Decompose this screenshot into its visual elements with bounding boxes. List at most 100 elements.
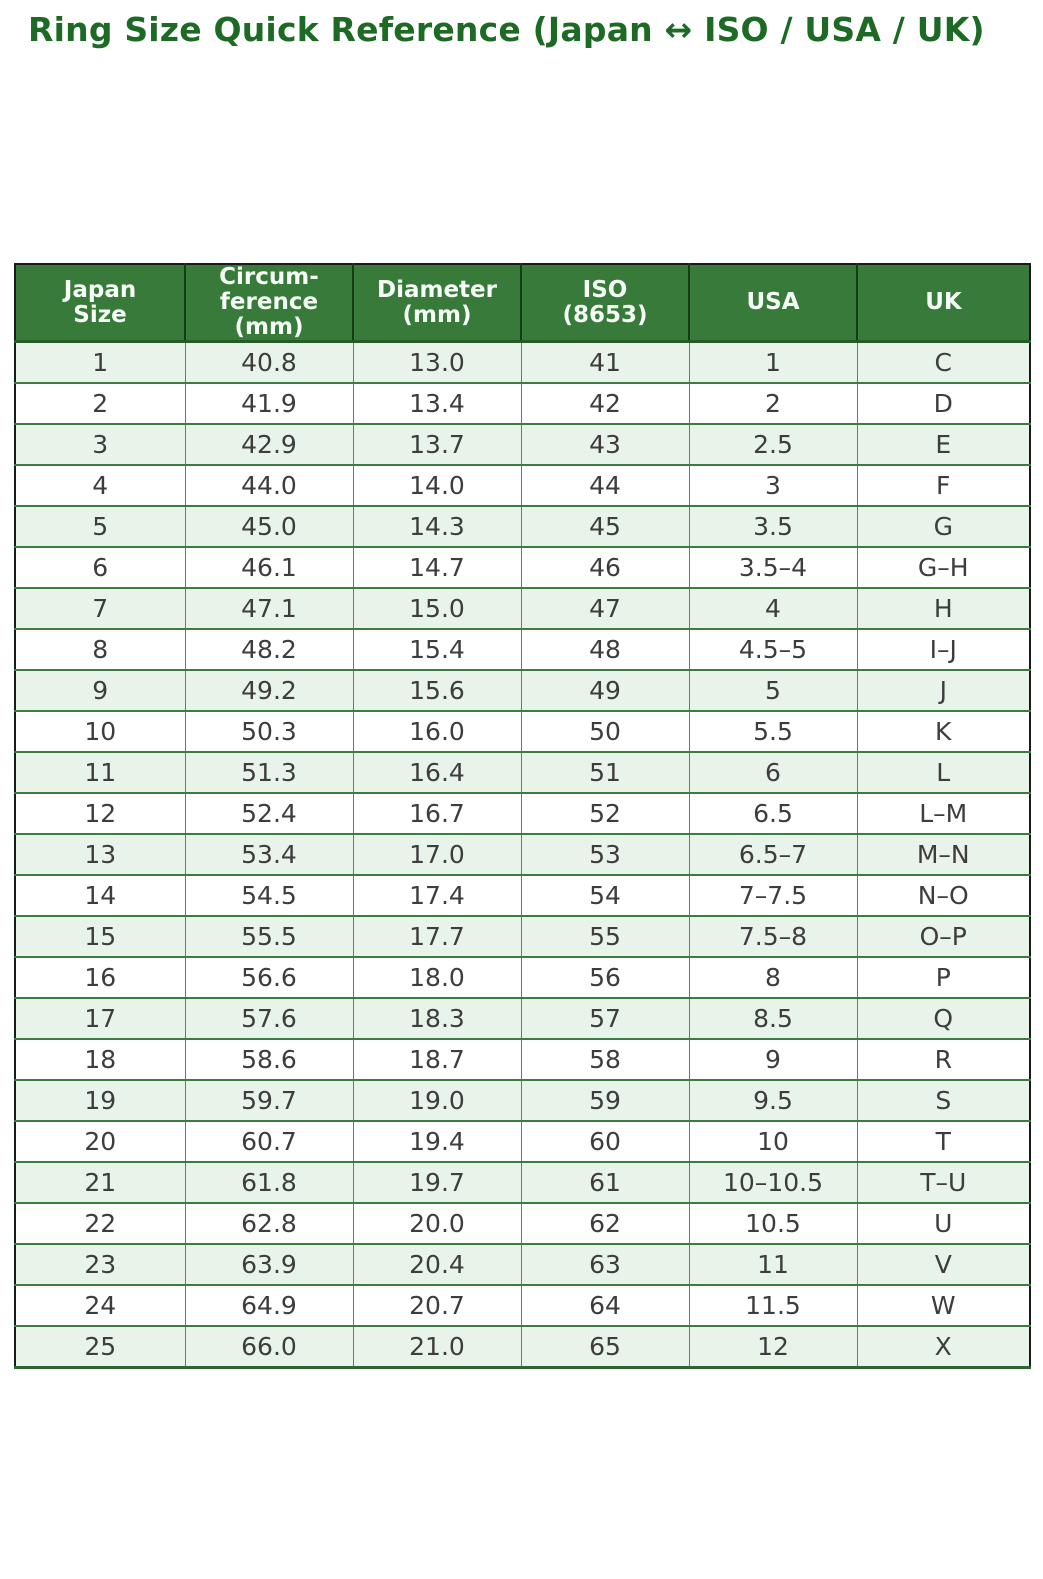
table-cell: 52.4 [184,792,353,834]
table-cell: 12 [688,1325,857,1368]
header-row: Japan Size Circum- ference (mm) Diameter (… [15,264,1030,343]
table-cell: 17.0 [352,833,521,875]
table-cell: 19 [15,1079,185,1121]
table-cell: 22 [15,1202,185,1244]
table-row: 25 66.0 21.0 65 12 X [15,1325,1030,1368]
table-cell: 7 [15,587,185,629]
table-cell: F [856,464,1030,506]
table-row: 4 44.0 14.0 44 3 F [15,464,1030,506]
table-cell: M–N [856,833,1030,875]
table-cell: 51 [520,751,689,793]
table-cell: 18.7 [352,1038,521,1080]
column-header: UK [856,264,1030,343]
table-cell: N–O [856,874,1030,916]
table-cell: 45.0 [184,505,353,547]
table-row: 5 45.0 14.3 45 3.5 G [15,505,1030,547]
table-cell: 13 [15,833,185,875]
ring-size-table: Japan Size Circum- ference (mm) Diameter (… [14,263,1031,1369]
table-cell: L–M [856,792,1030,834]
table-cell: T–U [856,1161,1030,1203]
table-cell: 20 [15,1120,185,1162]
table-cell: 63.9 [184,1243,353,1285]
table-cell: 3 [15,423,185,465]
table-cell: 47.1 [184,587,353,629]
table-cell: 63 [520,1243,689,1285]
table-cell: 47 [520,587,689,629]
table-body: 1 40.8 13.0 41 1 C 2 41.9 13.4 42 2 D 3 42.9 13.7 43 2.5… [15,341,1030,1368]
table-cell: 46 [520,546,689,588]
table-cell: 57.6 [184,997,353,1039]
table-cell: 3 [688,464,857,506]
table-cell: 58.6 [184,1038,353,1080]
table-cell: 46.1 [184,546,353,588]
table-cell: 62 [520,1202,689,1244]
table-cell: O–P [856,915,1030,957]
table-cell: 54.5 [184,874,353,916]
table-cell: 4 [688,587,857,629]
table-cell: 40.8 [184,341,353,383]
table-cell: 21 [15,1161,185,1203]
table-cell: 8.5 [688,997,857,1039]
table-cell: 42 [520,382,689,424]
table-cell: 65 [520,1325,689,1368]
table-row: 7 47.1 15.0 47 4 H [15,587,1030,629]
table-cell: 3.5–4 [688,546,857,588]
table-cell: 66.0 [184,1325,353,1368]
table-cell: G [856,505,1030,547]
table-cell: 6.5–7 [688,833,857,875]
table-cell: 64 [520,1284,689,1326]
table-row: 3 42.9 13.7 43 2.5 E [15,423,1030,465]
table-row: 18 58.6 18.7 58 9 R [15,1038,1030,1080]
table-cell: 50.3 [184,710,353,752]
table-cell: 41 [520,341,689,383]
table-cell: 23 [15,1243,185,1285]
table-row: 21 61.8 19.7 61 10–10.5 T–U [15,1161,1030,1203]
table-cell: 15.0 [352,587,521,629]
table-cell: 16.7 [352,792,521,834]
table-cell: 5 [15,505,185,547]
table-cell: H [856,587,1030,629]
table-row: 9 49.2 15.6 49 5 J [15,669,1030,711]
table-cell: 18 [15,1038,185,1080]
table-row: 14 54.5 17.4 54 7–7.5 N–O [15,874,1030,916]
table-cell: 19.0 [352,1079,521,1121]
column-header: Circum- ference (mm) [184,264,353,343]
table-cell: 43 [520,423,689,465]
table-row: 23 63.9 20.4 63 11 V [15,1243,1030,1285]
table-cell: 9 [15,669,185,711]
table-cell: 45 [520,505,689,547]
table-cell: 13.0 [352,341,521,383]
table-cell: 6 [688,751,857,793]
table-cell: 16.0 [352,710,521,752]
table-row: 20 60.7 19.4 60 10 T [15,1120,1030,1162]
table-row: 15 55.5 17.7 55 7.5–8 O–P [15,915,1030,957]
table-cell: 8 [688,956,857,998]
table-cell: 14.0 [352,464,521,506]
table-row: 22 62.8 20.0 62 10.5 U [15,1202,1030,1244]
table-cell: 24 [15,1284,185,1326]
table-cell: 17 [15,997,185,1039]
table-cell: W [856,1284,1030,1326]
table-cell: V [856,1243,1030,1285]
table-cell: R [856,1038,1030,1080]
page-title: Ring Size Quick Reference (Japan ↔ ISO /… [28,10,985,49]
table-cell: 19.7 [352,1161,521,1203]
table-cell: 56.6 [184,956,353,998]
table-cell: 14 [15,874,185,916]
table-cell: J [856,669,1030,711]
table-cell: 53 [520,833,689,875]
column-header: Japan Size [15,264,185,343]
table-cell: 20.0 [352,1202,521,1244]
table-cell: 44 [520,464,689,506]
table-cell: 42.9 [184,423,353,465]
table-cell: 5 [688,669,857,711]
table-cell: 20.4 [352,1243,521,1285]
table-row: 19 59.7 19.0 59 9.5 S [15,1079,1030,1121]
table-cell: 19.4 [352,1120,521,1162]
table-cell: 4.5–5 [688,628,857,670]
table-cell: 21.0 [352,1325,521,1368]
table-cell: 52 [520,792,689,834]
table-cell: E [856,423,1030,465]
table-cell: 17.4 [352,874,521,916]
table-cell: T [856,1120,1030,1162]
